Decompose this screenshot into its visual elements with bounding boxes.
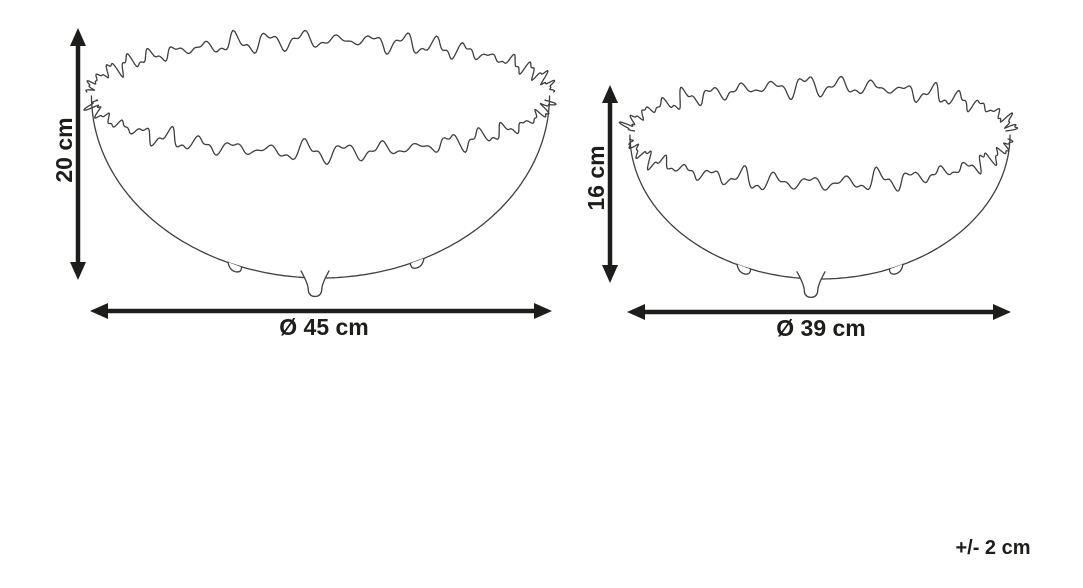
tolerance-label: +/- 2 cm — [955, 537, 1031, 559]
bowl-small-drawing — [618, 76, 1019, 298]
small-bowl-diameter-label: Ø 39 cm — [776, 315, 866, 341]
small-bowl-height-label: 16 cm — [583, 145, 609, 211]
large-bowl-diameter-label: Ø 45 cm — [279, 314, 369, 340]
dimension-arrows — [70, 28, 1011, 320]
bowl-large-drawing — [83, 29, 557, 298]
large-bowl-height-label: 20 cm — [51, 117, 77, 183]
